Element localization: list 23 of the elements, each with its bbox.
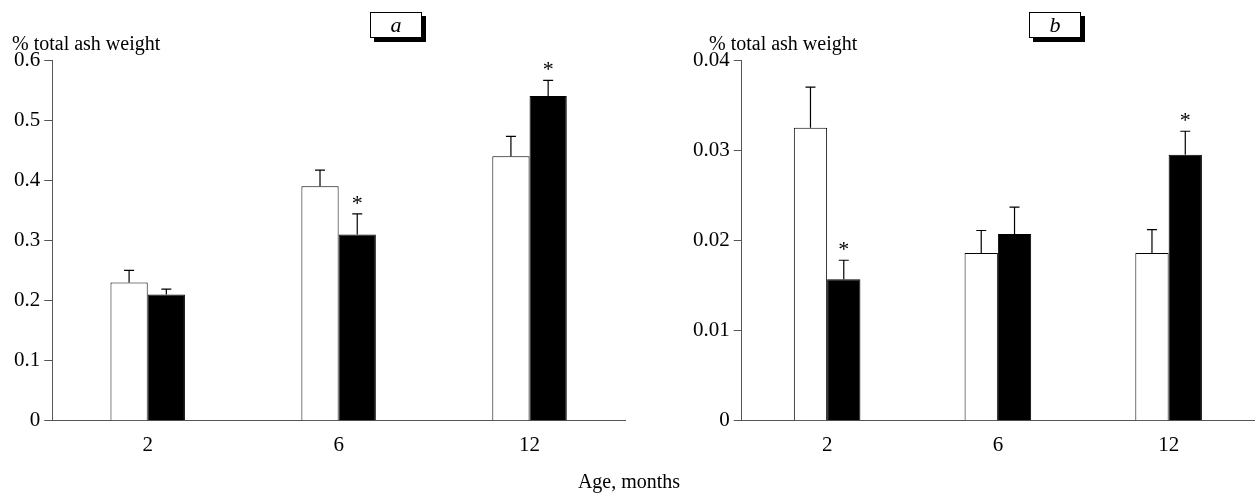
x-tick-label: 12	[519, 431, 541, 456]
x-axis-title: Age, months	[576, 470, 682, 493]
y-tick-label: 0.5	[14, 106, 41, 131]
y-tick-label: 0.1	[14, 347, 41, 372]
x-tick-label: 6	[992, 431, 1004, 456]
y-tick-label: 0.4	[14, 166, 41, 191]
x-tick-label: 6	[333, 431, 344, 456]
x-tick-label: 2	[142, 431, 153, 456]
y-tick-label: 0.2	[14, 287, 41, 312]
y-tick-label: 0.3	[14, 226, 41, 251]
annotation: *	[542, 56, 554, 82]
y-tick-label: 0.01	[693, 317, 730, 342]
annotation: *	[1179, 107, 1191, 133]
y-tick-label: 0	[719, 407, 730, 432]
annotation: *	[351, 189, 363, 215]
x-tick-label: 12	[1158, 431, 1180, 456]
x-tick-label: 2	[821, 431, 833, 456]
chart-title: a	[370, 12, 422, 38]
y-tick-label: 0	[29, 407, 41, 432]
y-tick-label: 0.03	[693, 136, 730, 161]
y-tick-label: 0.02	[693, 226, 730, 251]
annotation: *	[838, 236, 850, 262]
chart-title: b	[1029, 12, 1081, 38]
